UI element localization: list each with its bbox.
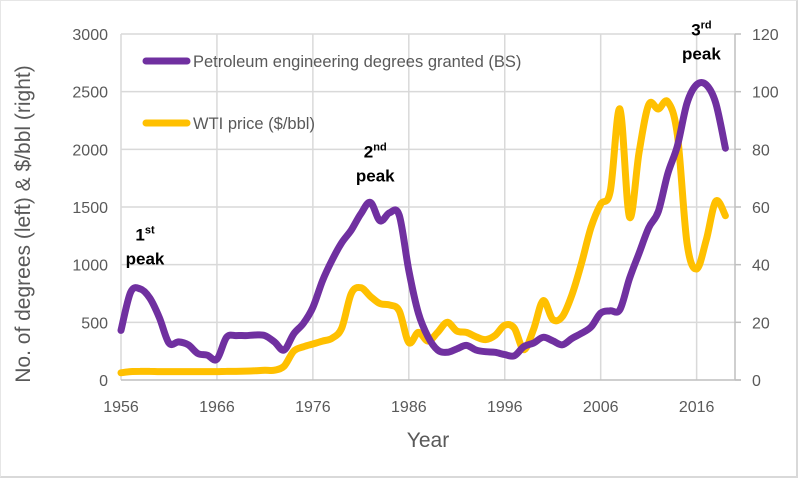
x-tick-label: 2016 <box>679 399 715 416</box>
y-right-tick-label: 80 <box>752 142 770 159</box>
x-tick-label: 1966 <box>199 399 235 416</box>
y-left-tick-label: 500 <box>81 315 108 332</box>
series-lines <box>117 78 729 377</box>
y-left-tick-label: 2000 <box>72 142 108 159</box>
y-left-tick-label: 0 <box>99 373 108 390</box>
y-right-tick-label: 120 <box>752 27 779 44</box>
peak-annotation-number: 1st <box>135 225 155 245</box>
y-right-tick-label: 20 <box>752 315 770 332</box>
x-tick-label: 1956 <box>103 399 139 416</box>
peak-annotation-number: 3rd <box>691 19 711 39</box>
y-right-tick-label: 100 <box>752 85 779 102</box>
y-left-tick-label: 1000 <box>72 258 108 275</box>
x-axis-title: Year <box>407 429 449 452</box>
y-right-tick-label: 0 <box>752 373 761 390</box>
gridlines <box>121 33 736 380</box>
peak-annotation-number: 2nd <box>364 142 387 162</box>
x-tick-label: 1976 <box>295 399 331 416</box>
legend: Petroleum engineering degrees granted (B… <box>142 53 521 133</box>
y-left-tick-label: 2500 <box>72 85 108 102</box>
y-right-tick-label: 40 <box>752 258 770 275</box>
peak-annotations: 1st peak 2nd peak 3rd peak <box>126 19 722 268</box>
x-tick-label: 2006 <box>583 399 619 416</box>
peak-annotation-label: peak <box>682 44 721 63</box>
x-tick-label: 1996 <box>487 399 523 416</box>
axes: 0 500 1000 1500 2000 2500 3000 0 20 40 60 80 100 120 1… <box>72 27 778 416</box>
peak-annotation-label: peak <box>126 250 165 269</box>
legend-label-wti: WTI price ($/bbl) <box>193 115 315 133</box>
y-left-tick-label: 3000 <box>72 27 108 44</box>
y-right-tick-label: 60 <box>752 200 770 217</box>
y-axis-title: No. of degrees (left) & $/bbl (right) <box>12 65 35 382</box>
y-left-tick-label: 1500 <box>72 200 108 217</box>
series-line-degrees <box>117 78 729 364</box>
legend-label-degrees: Petroleum engineering degrees granted (B… <box>193 53 521 71</box>
peak-annotation-label: peak <box>356 167 395 186</box>
x-tick-label: 1986 <box>391 399 427 416</box>
